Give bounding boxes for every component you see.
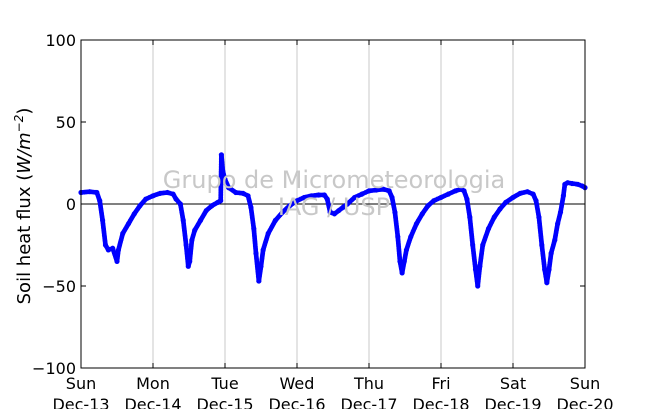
watermark-line-1: Grupo de Micrometeorologia	[163, 166, 505, 194]
x-tick-day-label: Sun	[66, 374, 96, 393]
x-tick-date-label: Dec-14	[124, 395, 181, 409]
x-tick-date-label: Dec-13	[52, 395, 109, 409]
x-tick-date-label: Dec-20	[556, 395, 613, 409]
y-tick-label: −100	[32, 359, 76, 378]
x-tick-day-label: Tue	[210, 374, 238, 393]
soil-heat-flux-series	[78, 152, 588, 289]
x-tick-day-label: Sat	[500, 374, 526, 393]
y-axis-label: Soil heat flux (W/m−2)	[12, 108, 35, 305]
x-tick-date-label: Dec-17	[340, 395, 397, 409]
x-tick-date-label: Dec-15	[196, 395, 253, 409]
x-tick-day-label: Mon	[136, 374, 170, 393]
watermark-line-2: IAG / USP	[278, 193, 390, 221]
x-tick-day-label: Fri	[431, 374, 450, 393]
x-tick-date-label: Dec-18	[412, 395, 469, 409]
y-tick-label: 50	[56, 113, 76, 132]
x-axis-ticks: Sun Dec-13 Mon Dec-14 Tue Dec-15 Wed Dec-16 Thu D…	[52, 40, 614, 409]
x-tick-date-label: Dec-19	[484, 395, 541, 409]
x-tick-day-label: Thu	[353, 374, 384, 393]
x-tick-day-label: Wed	[280, 374, 315, 393]
y-tick-label: 0	[66, 195, 76, 214]
x-tick-day-label: Sun	[570, 374, 600, 393]
y-tick-label: 100	[45, 31, 76, 50]
x-tick-date-label: Dec-16	[268, 395, 325, 409]
y-axis-ticks: 100 50 0 −50 −100	[32, 31, 585, 378]
y-tick-label: −50	[42, 277, 76, 296]
